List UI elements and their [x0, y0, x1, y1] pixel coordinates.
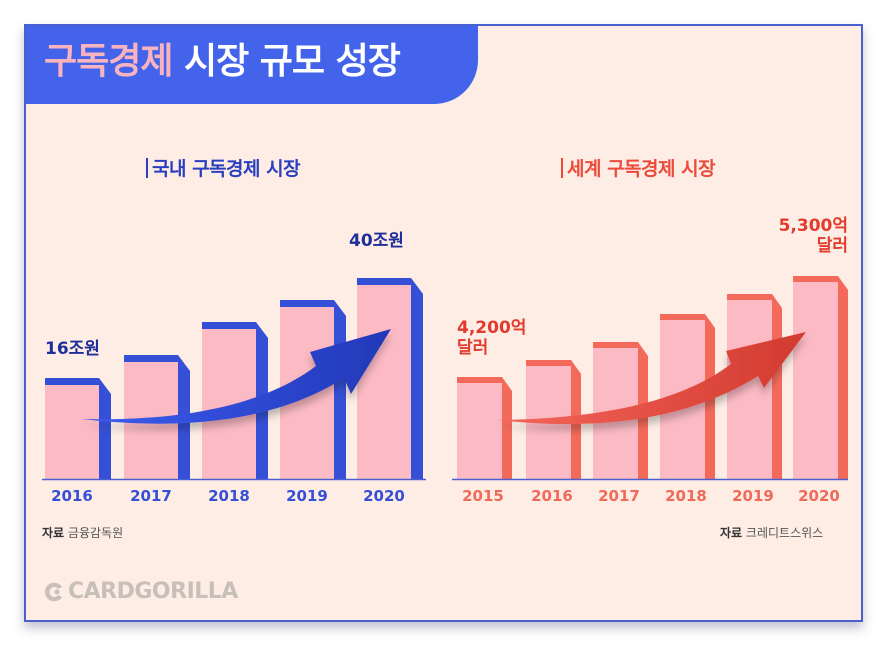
world-last-value: 5,300억 달러 [748, 216, 848, 256]
world-section-title: 세계 구독경제 시장 [561, 154, 716, 181]
world-bars [452, 276, 848, 481]
world-first-value-line2: 달러 [457, 338, 489, 358]
world-last-value-line1: 5,300억 [778, 216, 848, 236]
bar-2020 [793, 276, 848, 479]
year-label: 2017 [598, 487, 640, 505]
infographic-card: 구독경제 시장 규모 성장 국내 구독경제 시장 세계 구독경제 시장 [24, 24, 863, 622]
year-label: 2020 [798, 487, 840, 505]
domestic-first-value: 16조원 [45, 339, 100, 359]
bar-charts [42, 276, 848, 481]
year-label: 2020 [363, 487, 405, 505]
gorilla-icon [44, 581, 64, 603]
source-label: 자료 [42, 526, 65, 540]
bar-2015 [457, 377, 512, 479]
domestic-section-title: 국내 구독경제 시장 [146, 154, 301, 181]
title-rest: 시장 규모 성장 [184, 41, 401, 82]
world-first-value: 4,200억 달러 [457, 318, 526, 358]
domestic-source: 자료 금융감독원 [42, 524, 123, 541]
page-title: 구독경제 시장 규모 성장 [44, 40, 401, 84]
title-banner: 구독경제 시장 규모 성장 [26, 26, 478, 104]
domestic-trend-arrow [82, 329, 391, 424]
bar-2016 [45, 378, 111, 479]
world-title-text: 세계 구독경제 시장 [567, 158, 716, 180]
title-highlight: 구독경제 [44, 41, 173, 82]
year-label: 2017 [130, 487, 172, 505]
year-label: 2019 [286, 487, 328, 505]
year-label: 2015 [462, 487, 504, 505]
year-label: 2018 [665, 487, 707, 505]
year-label: 2016 [51, 487, 93, 505]
year-label: 2019 [732, 487, 774, 505]
logo-text: CARDGORILLA [68, 579, 238, 604]
world-trend-arrow [498, 332, 806, 425]
source-name: 크레디트스위스 [745, 526, 824, 540]
title-marker [146, 158, 148, 178]
world-source: 자료 크레디트스위스 [720, 524, 823, 541]
year-label: 2018 [208, 487, 250, 505]
domestic-bars [42, 278, 426, 481]
cardgorilla-logo: CARDGORILLA [44, 579, 238, 604]
domestic-last-value: 40조원 [349, 231, 404, 251]
year-label: 2016 [531, 487, 573, 505]
domestic-title-text: 국내 구독경제 시장 [152, 158, 301, 180]
world-last-value-line2: 달러 [816, 236, 848, 256]
source-label: 자료 [720, 526, 743, 540]
source-name: 금융감독원 [67, 526, 124, 540]
bar-2020 [357, 278, 423, 479]
title-marker [561, 158, 563, 178]
world-first-value-line1: 4,200억 [457, 318, 527, 338]
